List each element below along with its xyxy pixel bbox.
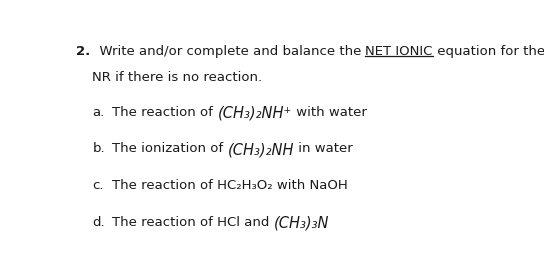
Text: NET IONIC: NET IONIC xyxy=(366,45,432,58)
Text: (CH₃)₂NH⁺: (CH₃)₂NH⁺ xyxy=(218,106,292,120)
Text: (CH₃)₃N: (CH₃)₃N xyxy=(274,216,330,231)
Text: with water: with water xyxy=(292,106,367,119)
Text: Write and/or complete and balance the: Write and/or complete and balance the xyxy=(91,45,366,58)
Text: (CH₃)₂NH: (CH₃)₂NH xyxy=(227,142,294,157)
Text: c.: c. xyxy=(92,179,104,192)
Text: a.: a. xyxy=(92,106,104,119)
Text: 2.: 2. xyxy=(76,45,91,58)
Text: NR if there is no reaction.: NR if there is no reaction. xyxy=(92,71,263,84)
Text: The ionization of: The ionization of xyxy=(112,142,227,155)
Text: d.: d. xyxy=(92,216,105,229)
Text: equation for the followings.  Write: equation for the followings. Write xyxy=(432,45,544,58)
Text: The reaction of HCl and: The reaction of HCl and xyxy=(112,216,274,229)
Text: b.: b. xyxy=(92,142,105,155)
Text: The reaction of: The reaction of xyxy=(112,106,218,119)
Text: The reaction of HC₂H₃O₂ with NaOH: The reaction of HC₂H₃O₂ with NaOH xyxy=(112,179,348,192)
Text: in water: in water xyxy=(294,142,353,155)
